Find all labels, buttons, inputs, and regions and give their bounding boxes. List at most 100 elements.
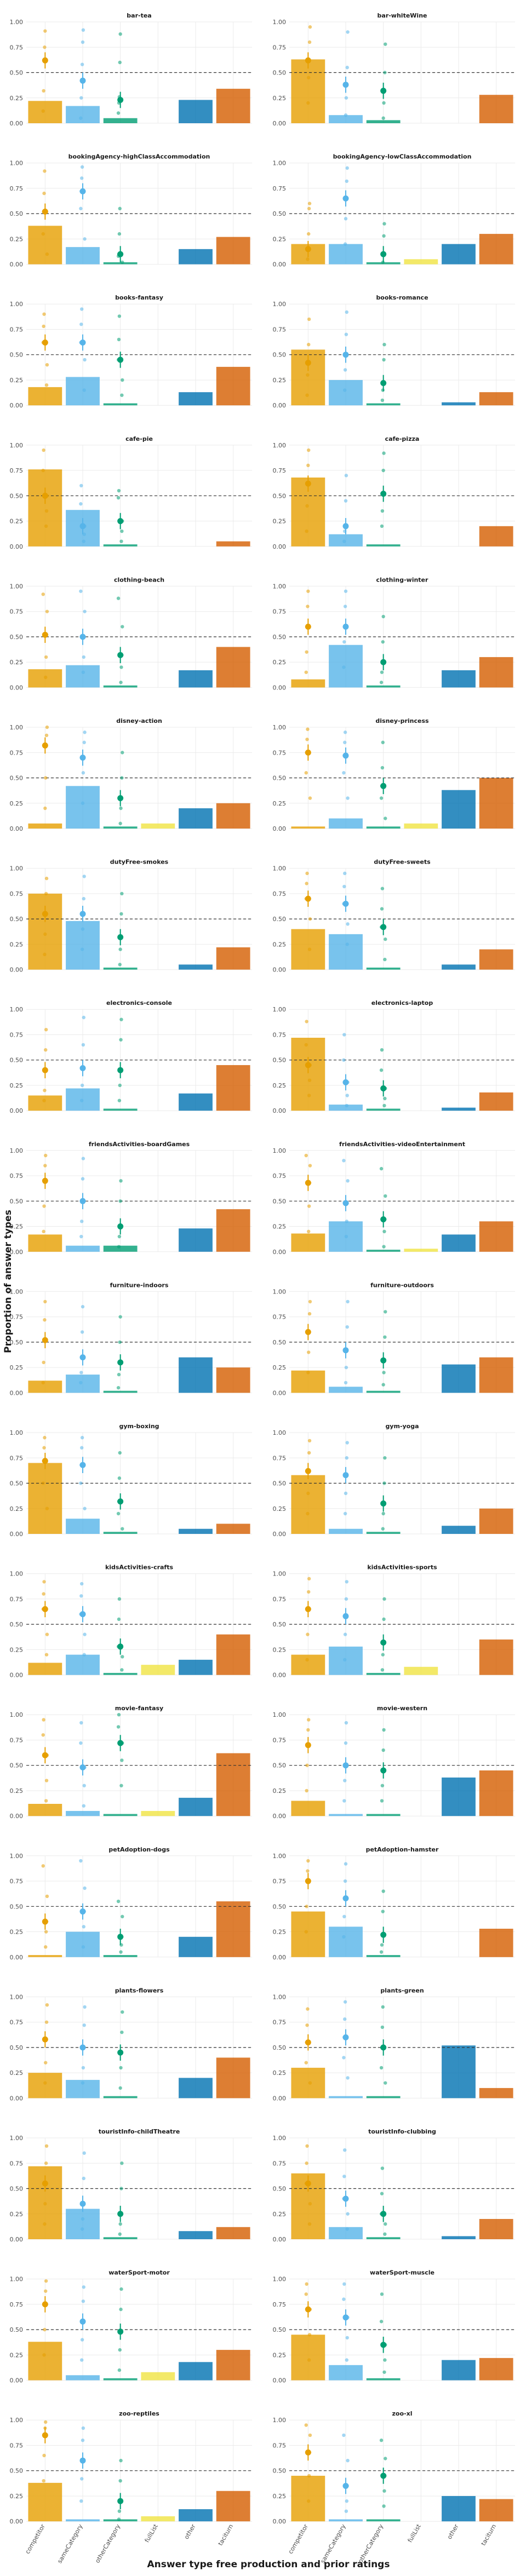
rating-point xyxy=(307,1439,312,1442)
panel-title: electronics-laptop xyxy=(371,999,433,1007)
mean-point xyxy=(342,1200,349,1206)
rating-point xyxy=(80,176,84,180)
panel-title: plants-green xyxy=(380,1987,424,1994)
bar-otherCategory xyxy=(103,967,138,970)
y-tick-label: 0.00 xyxy=(10,2095,24,2102)
bar-otherCategory xyxy=(103,118,138,123)
rating-point xyxy=(120,2030,124,2034)
panel: electronics-console 0.00 0.25 0.50 0.75 1.00 xyxy=(10,999,252,1114)
panel: electronics-laptop 0.00 0.25 0.50 0.75 1.00 xyxy=(273,999,515,1114)
rating-point xyxy=(344,1721,348,1725)
y-tick-label: 0.25 xyxy=(10,1929,24,1936)
rating-point xyxy=(83,237,87,241)
rating-point xyxy=(379,2320,384,2324)
y-tick-label: 1.00 xyxy=(273,2135,287,2142)
bar-taciturn xyxy=(479,1221,513,1252)
rating-point xyxy=(42,191,46,196)
rating-point xyxy=(82,2151,86,2155)
mean-point xyxy=(42,1177,48,1184)
bar-otherCategory xyxy=(366,1672,401,1675)
y-tick-label: 0.00 xyxy=(10,402,24,409)
rating-point xyxy=(343,871,347,876)
rating-point xyxy=(81,801,85,805)
rating-point xyxy=(382,2370,386,2374)
y-tick-label: 0.50 xyxy=(10,2044,24,2051)
rating-point xyxy=(43,1436,47,1440)
y-tick-label: 0.50 xyxy=(273,1762,287,1769)
bar-competitor xyxy=(291,1654,325,1675)
rating-point xyxy=(379,1950,384,1954)
bar-taciturn xyxy=(216,1901,250,1957)
y-tick-label: 0.00 xyxy=(273,261,287,268)
bar-other xyxy=(442,1107,476,1111)
y-tick-label: 0.75 xyxy=(10,185,24,192)
bar-sameCategory xyxy=(66,786,100,829)
y-tick-label: 0.25 xyxy=(10,800,24,807)
rating-point xyxy=(307,202,312,205)
panel-title: friendsActivities-videoEntertainment xyxy=(339,1141,465,1148)
mean-point xyxy=(380,2342,387,2348)
rating-point xyxy=(43,29,47,33)
y-tick-label: 1.00 xyxy=(10,1993,24,2000)
rating-point xyxy=(342,771,346,775)
panel: bookingAgency-highClassAccommodation 0.00… xyxy=(10,153,252,268)
rating-point xyxy=(120,2161,124,2165)
y-tick-label: 0.75 xyxy=(10,749,24,756)
rating-point xyxy=(379,680,384,685)
bar-otherCategory xyxy=(366,1390,401,1393)
y-tick-label: 0.50 xyxy=(273,492,287,499)
rating-point xyxy=(305,882,308,886)
rating-point xyxy=(83,358,87,362)
rating-point xyxy=(308,1300,312,1304)
mean-point xyxy=(342,900,349,907)
rating-point xyxy=(346,2212,350,2216)
rating-point xyxy=(118,1083,122,1088)
y-tick-label: 0.50 xyxy=(10,916,24,923)
panel: plants-green 0.00 0.25 0.50 0.75 1.00 xyxy=(273,1987,515,2102)
rating-point xyxy=(308,2202,312,2206)
y-tick-label: 0.50 xyxy=(273,634,287,641)
y-tick-label: 0.75 xyxy=(273,1737,287,1744)
y-tick-label: 0.00 xyxy=(10,684,24,691)
rating-point xyxy=(82,896,85,901)
rating-point xyxy=(384,2457,387,2460)
rating-point xyxy=(79,484,83,487)
rating-point xyxy=(43,1318,47,1322)
bar-competitor xyxy=(291,2475,325,2522)
rating-point xyxy=(80,1099,84,1102)
mean-point xyxy=(79,523,86,530)
bar-fullList xyxy=(141,2372,175,2381)
rating-point xyxy=(82,2285,85,2289)
y-tick-label: 0.00 xyxy=(10,1249,24,1256)
rating-point xyxy=(308,796,312,800)
mean-point xyxy=(117,96,124,103)
mean-point xyxy=(342,2034,349,2040)
rating-point xyxy=(304,2061,308,2065)
panel: friendsActivities-boardGames 0.00 0.25 0.50… xyxy=(10,1141,252,1256)
rating-point xyxy=(380,1943,384,1947)
mean-point xyxy=(305,895,311,902)
y-tick-label: 0.25 xyxy=(10,659,24,666)
panel: gym-yoga 0.00 0.25 0.50 0.75 1.00 xyxy=(273,1423,515,1538)
mean-point xyxy=(42,1067,48,1073)
mean-point xyxy=(42,2432,48,2439)
x-tick-label: other xyxy=(446,2523,460,2540)
rating-point xyxy=(43,2202,47,2206)
rating-point xyxy=(121,751,124,755)
panel-title: furniture-indoors xyxy=(110,1281,169,1289)
rating-point xyxy=(342,2297,346,2301)
rating-point xyxy=(119,1784,123,1787)
y-tick-label: 1.00 xyxy=(10,1711,24,1718)
rating-point xyxy=(44,1048,48,1052)
bar-sameCategory xyxy=(66,1245,100,1252)
rating-point xyxy=(118,2348,122,2352)
rating-point xyxy=(42,89,45,93)
bar-other xyxy=(442,790,476,829)
bar-other xyxy=(179,1797,213,1816)
bar-other xyxy=(442,2236,476,2239)
panel-title: waterSport-motor xyxy=(108,2269,170,2276)
y-tick-label: 0.25 xyxy=(273,2493,287,2500)
rating-point xyxy=(306,1491,310,1496)
rating-point xyxy=(119,1950,123,1954)
